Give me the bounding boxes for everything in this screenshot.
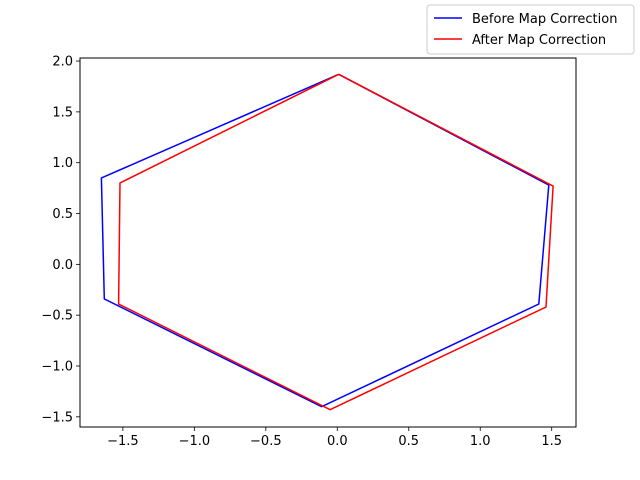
x-tick-label: 1.5 — [541, 434, 562, 449]
legend-box — [426, 4, 635, 55]
plot-area — [100, 73, 554, 411]
y-tick-label: −0.5 — [41, 309, 73, 324]
y-tick-label: 2.0 — [52, 55, 73, 70]
x-tick-label: 0.0 — [327, 434, 348, 449]
y-tick-label: 1.0 — [52, 156, 73, 171]
y-tick-label: −1.5 — [41, 410, 73, 425]
x-tick-label: −1.0 — [179, 434, 211, 449]
legend-label-1: After Map Correction — [472, 33, 606, 48]
y-tick-label: 0.5 — [52, 207, 73, 222]
y-tick-label: 1.5 — [52, 105, 73, 120]
x-tick-label: 1.0 — [470, 434, 491, 449]
x-tick-label: −1.5 — [107, 434, 139, 449]
axes-frame — [79, 57, 577, 428]
legend: Before Map Correction After Map Correctio… — [426, 4, 635, 55]
y-axis: −1.5 −1.0 −0.5 0.0 0.5 1.0 1.5 2.0 — [41, 55, 80, 425]
series-line-1 — [117, 73, 554, 411]
y-tick-label: −1.0 — [41, 360, 73, 375]
series-line-0 — [100, 73, 550, 408]
y-tick-label: 0.0 — [52, 258, 73, 273]
legend-label-0: Before Map Correction — [472, 12, 617, 27]
x-tick-label: 0.5 — [398, 434, 419, 449]
x-tick-label: −0.5 — [250, 434, 282, 449]
x-axis: −1.5 −1.0 −0.5 0.0 0.5 1.0 1.5 — [107, 427, 562, 449]
